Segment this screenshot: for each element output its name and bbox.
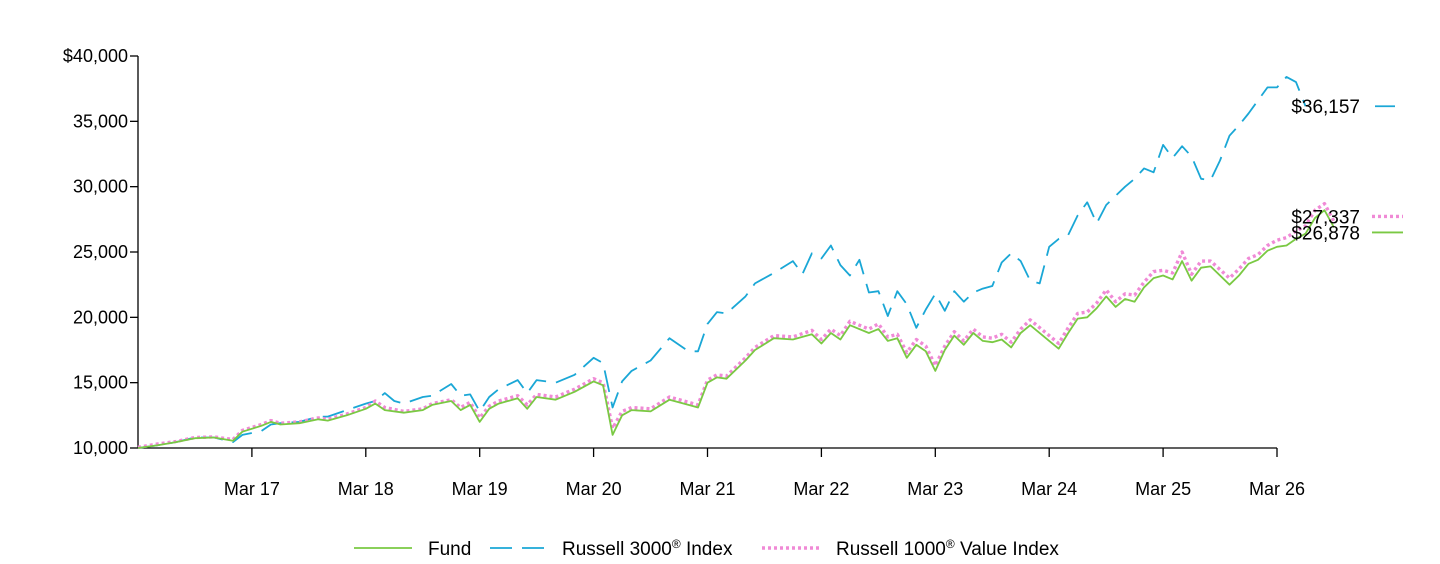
- axes: 10,000 15,000 20,000 25,000 30,000 35,000 $40,…: [63, 46, 1305, 499]
- legend-label-superscript: ®: [946, 537, 955, 551]
- legend-label-text: Fund: [428, 539, 471, 560]
- series-line-russell-3000-index: [137, 76, 1307, 449]
- y-tick-label: 35,000: [73, 111, 128, 131]
- series-line-russell-1000-value-index: [137, 201, 1336, 449]
- x-tick-label: Mar 17: [224, 479, 280, 499]
- x-tick-label: Mar 22: [793, 479, 849, 499]
- x-tick-label: Mar 26: [1249, 479, 1305, 499]
- legend-label: Russell 1000® Value Index: [836, 537, 1059, 560]
- legend-label-superscript: ®: [672, 537, 681, 551]
- x-tick-label: Mar 18: [338, 479, 394, 499]
- legend-item: Russell 3000® Index: [490, 537, 733, 560]
- legend-label: Fund: [428, 539, 471, 560]
- y-tick-label: 30,000: [73, 177, 128, 197]
- x-tick-label: Mar 21: [679, 479, 735, 499]
- legend-label-text: Russell 1000: [836, 539, 946, 560]
- legend-label-suffix: Index: [681, 539, 733, 560]
- y-tick-label: 15,000: [73, 373, 128, 393]
- end-value-label: $26,878: [1291, 223, 1360, 244]
- x-tick-label: Mar 24: [1021, 479, 1077, 499]
- legend-item: Fund: [354, 539, 471, 560]
- end-labels: $26,878 $36,157 $27,337: [1291, 97, 1403, 244]
- y-tick-label: 25,000: [73, 242, 128, 262]
- legend-label-suffix: Value Index: [955, 539, 1060, 560]
- end-value-label: $27,337: [1291, 207, 1360, 228]
- legend-item: Russell 1000® Value Index: [762, 537, 1059, 560]
- legend: Fund Russell 3000® Index Russell 1000® Val…: [354, 537, 1059, 560]
- series-line-fund: [137, 209, 1335, 449]
- x-tick-label: Mar 19: [452, 479, 508, 499]
- legend-label: Russell 3000® Index: [562, 537, 733, 560]
- series-lines: [137, 76, 1336, 449]
- x-tick-label: Mar 20: [566, 479, 622, 499]
- legend-label-text: Russell 3000: [562, 539, 672, 560]
- y-tick-label: 10,000: [73, 438, 128, 458]
- y-tick-label: 20,000: [73, 307, 128, 327]
- x-tick-label: Mar 25: [1135, 479, 1191, 499]
- x-tick-label: Mar 23: [907, 479, 963, 499]
- y-tick-label: $40,000: [63, 46, 128, 66]
- end-value-label: $36,157: [1291, 97, 1360, 118]
